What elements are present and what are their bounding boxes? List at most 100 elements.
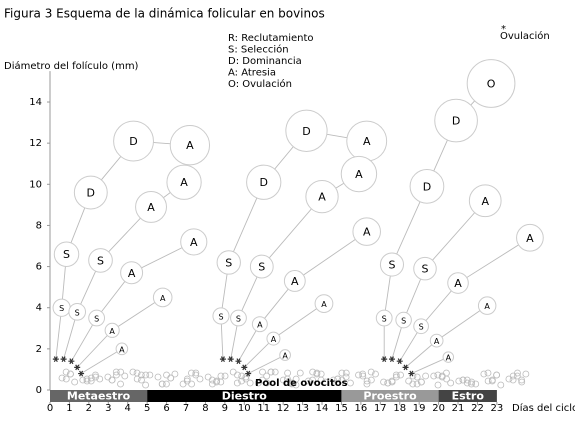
pool-label: Pool de ovocitos <box>255 378 348 389</box>
pool-oocyte <box>279 376 287 384</box>
pool-oocyte <box>447 379 455 387</box>
pool-oocyte <box>392 371 400 379</box>
follicle-label: D <box>452 115 460 128</box>
pool-oocyte <box>104 373 112 381</box>
pool-oocyte <box>397 371 404 379</box>
follicle <box>251 316 268 333</box>
pool-oocyte <box>142 381 150 389</box>
chart-title: Figura 3 Esquema de la dinámica folicula… <box>4 7 325 21</box>
recruited-follicle <box>381 356 388 363</box>
pool-oocyte <box>137 371 145 379</box>
pool-oocyte <box>208 376 216 384</box>
x-tick-label: 13 <box>296 403 309 414</box>
pool-oocyte <box>288 380 296 388</box>
x-tick-label: 1 <box>66 403 72 414</box>
pool-oocyte <box>133 375 141 383</box>
recruited-follicle <box>68 358 75 365</box>
pool-oocyte <box>92 371 99 379</box>
follicle <box>434 98 478 143</box>
x-tick-label: 0 <box>47 403 53 414</box>
follicle-label: D <box>129 135 137 148</box>
legend-item: O: Ovulación <box>228 78 292 90</box>
oocyte-pool <box>58 368 530 389</box>
pool-oocyte <box>468 380 475 388</box>
pool-oocyte <box>384 379 392 387</box>
follicle-label: A <box>160 294 166 303</box>
follicle <box>442 351 455 363</box>
phase-bar <box>341 390 439 402</box>
x-tick-label: 9 <box>222 403 228 414</box>
follicle <box>375 309 393 327</box>
pool-oocyte <box>342 369 350 377</box>
follicle-label: A <box>119 345 125 354</box>
y-tick-label: 14 <box>29 97 42 108</box>
pool-oocyte <box>346 379 354 387</box>
recruited-follicle <box>52 356 59 363</box>
pool-oocyte <box>472 380 480 388</box>
follicle <box>246 164 282 200</box>
pool-oocyte <box>117 380 124 388</box>
recruited-follicle <box>235 358 242 365</box>
follicle <box>166 164 202 200</box>
pool-oocyte <box>62 375 70 383</box>
recruited-follicle <box>396 358 403 365</box>
follicle-label: D <box>423 180 431 193</box>
pool-oocyte <box>434 371 442 379</box>
pool-oocyte <box>493 371 501 379</box>
x-tick-label: 2 <box>86 403 92 414</box>
follicle-label: O <box>487 78 496 91</box>
pool-oocyte <box>380 378 388 386</box>
follicle-label: A <box>526 232 534 245</box>
y-tick-label: 8 <box>36 220 42 231</box>
pool-oocyte <box>154 373 162 381</box>
follicle <box>266 331 281 346</box>
follicle-label: D <box>87 187 95 200</box>
recruited-follicle <box>402 364 409 371</box>
phase-label: Proestro <box>363 390 417 403</box>
pool-oocyte <box>112 368 120 376</box>
follicle <box>169 125 211 166</box>
pool-oocyte <box>309 376 316 384</box>
phase-bar <box>147 390 342 402</box>
pool-oocyte <box>259 368 266 376</box>
follicle <box>113 120 154 162</box>
legend-item: S: Selección <box>228 44 289 56</box>
follicle <box>305 179 339 214</box>
follicle <box>285 109 328 152</box>
pool-oocyte <box>304 377 312 385</box>
pool-oocyte <box>234 371 241 379</box>
pool-oocyte <box>363 380 371 388</box>
follicle-path <box>76 297 163 368</box>
follicle-label: A <box>484 302 490 311</box>
follicle-label: S <box>97 254 104 267</box>
y-tick-label: 6 <box>36 262 42 273</box>
pool-oocyte <box>162 380 170 388</box>
y-tick-label: 2 <box>36 344 42 355</box>
follicle-label: D <box>302 125 310 138</box>
pool-oocyte <box>138 376 145 384</box>
follicle <box>120 261 144 285</box>
recruited-follicle <box>78 370 85 377</box>
phase-label: Metaestro <box>67 390 131 403</box>
follicle-label: D <box>259 176 267 189</box>
x-tick-label: 12 <box>277 403 290 414</box>
pool-oocyte <box>192 371 200 379</box>
pool-oocyte <box>188 380 196 388</box>
follicle <box>230 309 247 327</box>
pool-oocyte <box>58 374 66 382</box>
pool-oocyte <box>342 373 350 381</box>
pool-oocyte <box>359 372 367 380</box>
pool-oocyte <box>434 381 442 389</box>
x-tick-label: 5 <box>144 403 150 414</box>
x-tick-label: 15 <box>335 403 348 414</box>
follicle <box>180 228 208 256</box>
follicle-label: S <box>225 256 232 269</box>
follicle-label: A <box>454 277 462 290</box>
pool-oocyte <box>121 372 129 380</box>
pool-oocyte <box>167 374 175 382</box>
pool-oocyte <box>192 369 200 377</box>
follicle-label: S <box>388 259 395 272</box>
x-tick-label: 11 <box>257 403 270 414</box>
follicle-label: A <box>481 195 489 208</box>
